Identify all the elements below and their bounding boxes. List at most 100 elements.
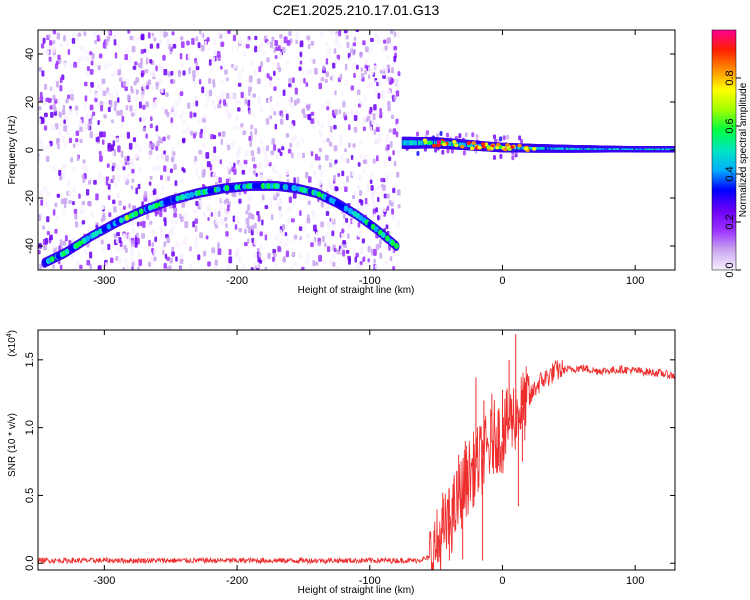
noise-cell — [186, 40, 190, 46]
noise-cell — [84, 248, 88, 256]
noise-cell — [238, 227, 243, 233]
noise-cell — [325, 202, 329, 210]
noise-cell — [298, 66, 302, 71]
noise-cell — [368, 47, 373, 54]
noise-cell — [371, 69, 374, 76]
noise-cell — [43, 186, 48, 191]
noise-cell — [236, 45, 240, 51]
noise-cell — [348, 142, 351, 148]
noise-cell — [159, 138, 164, 144]
noise-cell — [152, 165, 156, 173]
noise-cell — [305, 232, 309, 239]
noise-cell — [389, 256, 393, 262]
noise-cell — [280, 41, 284, 49]
noise-cell — [278, 229, 283, 236]
noise-cell — [249, 81, 253, 86]
x-tick-label: -200 — [226, 575, 248, 587]
noise-cell — [128, 142, 133, 150]
noise-cell — [148, 143, 152, 149]
noise-cell — [63, 197, 68, 204]
noise-cell — [244, 149, 249, 157]
noise-cell — [347, 233, 350, 239]
noise-cell — [387, 76, 391, 82]
noise-cell — [138, 62, 143, 69]
noise-cell — [142, 82, 146, 90]
noise-cell — [341, 228, 345, 234]
noise-cell — [170, 217, 175, 224]
noise-cell — [268, 80, 273, 87]
noise-cell — [38, 213, 42, 221]
noise-cell — [301, 69, 305, 76]
noise-cell — [396, 123, 400, 130]
noise-cell — [126, 155, 130, 162]
noise-cell — [362, 126, 366, 132]
line-noise-cell — [445, 132, 449, 138]
noise-cell — [52, 103, 56, 110]
noise-cell — [329, 125, 333, 133]
noise-cell — [131, 266, 134, 270]
noise-cell — [301, 152, 306, 159]
noise-cell — [120, 121, 124, 129]
noise-cell — [148, 181, 152, 186]
noise-cell — [76, 260, 80, 266]
noise-cell — [229, 162, 233, 167]
noise-cell — [260, 106, 263, 113]
noise-cell — [242, 130, 247, 136]
noise-cell — [70, 88, 74, 94]
noise-cell — [342, 101, 346, 108]
noise-cell — [127, 233, 131, 241]
noise-cell — [172, 43, 177, 49]
arc-cell — [283, 184, 289, 191]
noise-cell — [122, 205, 126, 211]
noise-cell — [203, 113, 207, 119]
noise-cell — [375, 33, 379, 39]
noise-cell — [340, 90, 344, 97]
noise-cell — [138, 101, 142, 109]
noise-cell — [40, 199, 44, 206]
noise-cell — [238, 198, 242, 204]
noise-cell — [321, 103, 325, 109]
noise-cell — [273, 261, 278, 267]
noise-cell — [59, 43, 63, 48]
noise-cell — [84, 56, 89, 62]
noise-cell — [49, 105, 53, 110]
noise-cell — [133, 80, 137, 86]
arc-cell — [242, 183, 247, 190]
noise-cell — [79, 126, 83, 132]
noise-cell — [243, 241, 248, 247]
noise-cell — [207, 261, 211, 267]
noise-cell — [182, 119, 186, 125]
noise-cell — [161, 245, 165, 251]
noise-cell — [314, 67, 318, 75]
noise-cell — [130, 157, 135, 164]
noise-cell — [278, 67, 282, 73]
noise-cell — [83, 103, 87, 110]
noise-cell — [53, 125, 56, 131]
noise-cell — [208, 89, 213, 97]
noise-cell — [353, 114, 358, 122]
noise-cell — [324, 78, 329, 84]
noise-cell — [354, 264, 358, 269]
noise-cell — [363, 94, 367, 101]
line-noise-cell — [475, 134, 479, 140]
noise-cell — [72, 143, 76, 148]
noise-cell — [149, 59, 153, 64]
noise-cell — [355, 30, 360, 33]
noise-cell — [359, 52, 363, 59]
noise-cell — [168, 44, 172, 50]
noise-cell — [156, 43, 160, 49]
noise-cell — [101, 78, 106, 84]
noise-cell — [253, 251, 258, 259]
noise-cell — [221, 130, 226, 138]
chart-title: C2E1.2025.210.17.01.G13 — [272, 2, 440, 18]
noise-cell — [294, 261, 298, 267]
noise-cell — [367, 245, 371, 253]
noise-cell — [289, 123, 294, 131]
arc-cell — [106, 223, 112, 230]
noise-cell — [210, 212, 214, 217]
noise-cell — [56, 80, 60, 88]
colorbar-tick-label: 0.8 — [724, 70, 736, 85]
noise-cell — [388, 128, 392, 133]
noise-cell — [179, 258, 184, 264]
noise-cell — [144, 68, 149, 74]
